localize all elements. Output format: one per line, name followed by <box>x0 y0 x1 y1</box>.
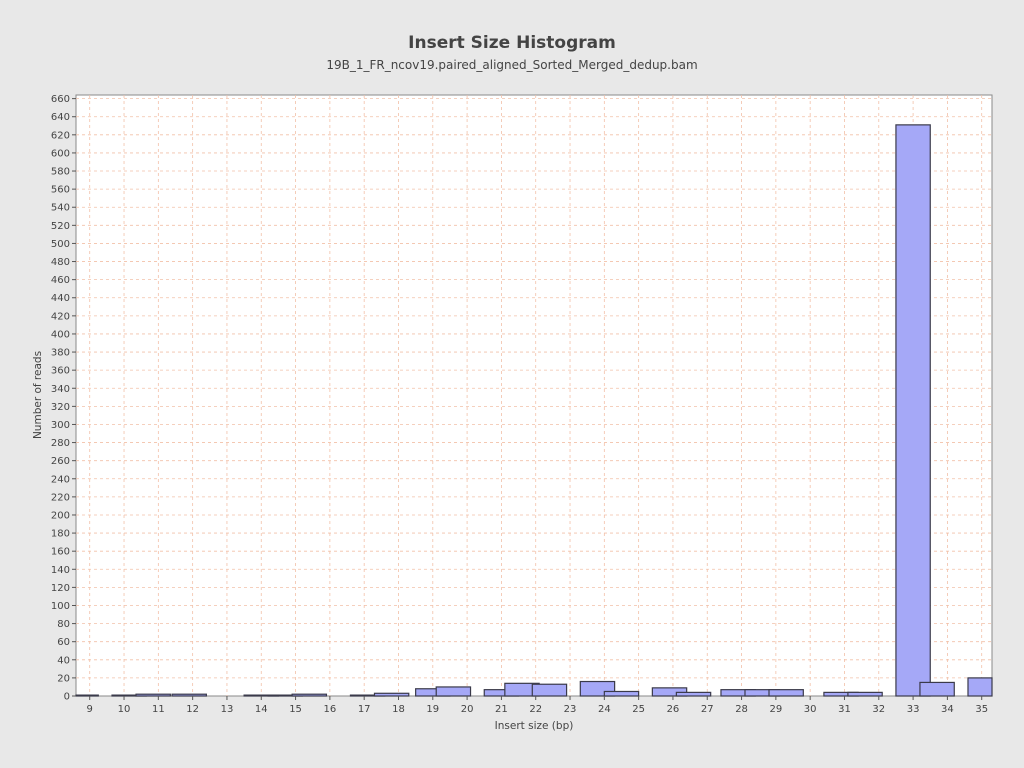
y-tick-label: 580 <box>51 167 70 178</box>
x-axis: 9 10 11 12 13 14 15 16 17 18 19 20 21 22 23 24 25 26 27 28 2… <box>87 696 988 715</box>
histogram-bar <box>847 691 883 697</box>
y-tick-label: 140 <box>51 565 70 576</box>
x-tick-label: 21 <box>495 704 508 715</box>
chart-title: Insert Size Histogram <box>408 33 616 53</box>
x-tick-label: 33 <box>907 704 920 715</box>
x-axis-label: Insert size (bp) <box>495 720 574 732</box>
histogram-bar <box>435 686 472 697</box>
histogram-bar <box>291 693 328 697</box>
histogram-bar <box>675 691 712 697</box>
y-tick-label: 300 <box>51 420 70 431</box>
plot-area <box>75 94 993 697</box>
y-tick-label: 180 <box>51 529 70 540</box>
histogram-bar <box>171 693 207 697</box>
x-tick-label: 12 <box>186 704 199 715</box>
x-tick-label: 16 <box>324 704 337 715</box>
y-tick-label: 60 <box>57 637 70 648</box>
x-tick-label: 22 <box>529 704 542 715</box>
grid-lines-vertical <box>89 95 983 696</box>
x-tick-label: 27 <box>701 704 714 715</box>
y-tick-label: 640 <box>51 112 70 123</box>
histogram-bar <box>75 694 99 697</box>
y-tick-label: 200 <box>51 510 70 521</box>
x-tick-label: 31 <box>838 704 851 715</box>
x-tick-label: 23 <box>564 704 577 715</box>
y-tick-label: 360 <box>51 366 70 377</box>
y-tick-label: 0 <box>64 692 70 703</box>
histogram-bar <box>895 124 931 697</box>
y-tick-label: 620 <box>51 130 70 141</box>
y-tick-label: 520 <box>51 221 70 232</box>
y-tick-label: 420 <box>51 311 70 322</box>
y-tick-label: 400 <box>51 329 70 340</box>
x-tick-label: 13 <box>221 704 234 715</box>
x-tick-label: 32 <box>872 704 885 715</box>
y-tick-label: 20 <box>57 673 70 684</box>
y-tick-label: 480 <box>51 257 70 268</box>
y-tick-label: 560 <box>51 185 70 196</box>
y-tick-label: 440 <box>51 293 70 304</box>
histogram-bar <box>135 693 171 697</box>
x-tick-label: 14 <box>255 704 268 715</box>
grid-lines-horizontal <box>76 98 992 679</box>
y-tick-label: 380 <box>51 348 70 359</box>
y-tick-label: 120 <box>51 583 70 594</box>
y-tick-label: 500 <box>51 239 70 250</box>
x-tick-label: 11 <box>152 704 165 715</box>
histogram-bars <box>75 124 993 697</box>
y-tick-label: 160 <box>51 547 70 558</box>
x-tick-label: 9 <box>87 704 93 715</box>
chart-subtitle: 19B_1_FR_ncov19.paired_aligned_Sorted_Me… <box>326 58 697 72</box>
y-tick-label: 240 <box>51 474 70 485</box>
x-tick-label: 17 <box>358 704 371 715</box>
histogram-bar <box>373 692 410 697</box>
y-tick-label: 540 <box>51 203 70 214</box>
histogram-bar <box>919 681 955 697</box>
x-tick-label: 10 <box>118 704 131 715</box>
y-tick-label: 40 <box>57 655 70 666</box>
y-axis-label: Number of reads <box>32 351 44 439</box>
y-tick-label: 460 <box>51 275 70 286</box>
y-tick-label: 100 <box>51 601 70 612</box>
x-tick-label: 30 <box>804 704 817 715</box>
y-tick-label: 320 <box>51 402 70 413</box>
y-tick-label: 80 <box>57 619 70 630</box>
histogram-bar <box>531 683 568 697</box>
x-tick-label: 18 <box>392 704 405 715</box>
x-tick-label: 35 <box>975 704 988 715</box>
x-tick-label: 24 <box>598 704 611 715</box>
x-tick-label: 29 <box>769 704 782 715</box>
histogram-bar <box>768 689 804 697</box>
y-tick-label: 600 <box>51 148 70 159</box>
x-tick-label: 20 <box>461 704 474 715</box>
y-tick-label: 660 <box>51 94 70 105</box>
histogram-bar <box>603 690 640 697</box>
y-axis: 0 20 40 60 80 100 120 140 160 180 200 220 240 260 280 3… <box>51 94 76 703</box>
x-tick-label: 25 <box>632 704 645 715</box>
x-tick-label: 28 <box>735 704 748 715</box>
y-tick-label: 260 <box>51 456 70 467</box>
histogram-bar <box>967 677 993 697</box>
y-tick-label: 340 <box>51 384 70 395</box>
x-tick-label: 34 <box>941 704 954 715</box>
x-tick-label: 19 <box>426 704 439 715</box>
y-tick-label: 220 <box>51 492 70 503</box>
x-tick-label: 26 <box>667 704 680 715</box>
x-tick-label: 15 <box>289 704 302 715</box>
y-tick-label: 280 <box>51 438 70 449</box>
